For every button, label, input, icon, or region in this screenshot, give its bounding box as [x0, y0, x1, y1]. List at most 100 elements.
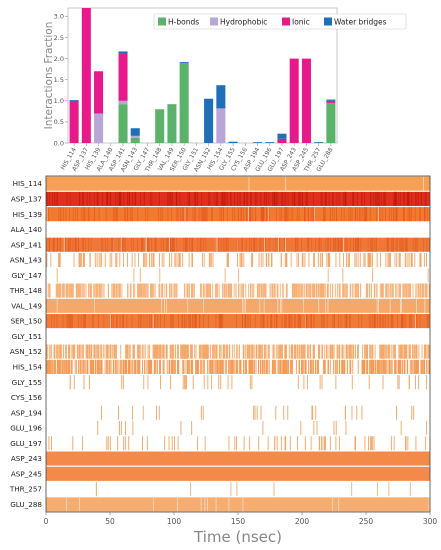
heatmap-tick — [369, 252, 371, 268]
heatmap-dense-tick — [249, 237, 250, 252]
heatmap-dense-tick — [404, 207, 405, 222]
heatmap-dense-tick — [245, 237, 247, 252]
heatmap-dense-tick — [406, 237, 408, 252]
heatmap-tick — [156, 344, 157, 359]
heatmap-dense-tick — [143, 314, 145, 329]
heatmap-tick — [141, 283, 143, 298]
heatmap-dense-tick — [225, 191, 227, 206]
heatmap-gap — [415, 314, 416, 329]
heatmap-tick — [310, 283, 312, 298]
heatmap-tick — [185, 344, 187, 359]
heatmap-tick — [124, 359, 126, 374]
heatmap-dense-tick — [276, 207, 277, 222]
heatmap-tick — [347, 252, 349, 268]
heatmap-tick — [346, 344, 348, 359]
heatmap-tick — [215, 359, 217, 374]
heatmap-dense-tick — [172, 237, 174, 252]
bar-hydrophobic-asp-141 — [118, 100, 128, 105]
heatmap-tick — [119, 420, 120, 436]
heatmap-tick — [231, 344, 233, 359]
heatmap-row-asp-141 — [46, 237, 431, 252]
heatmap-tick — [131, 252, 133, 268]
heatmap-tick — [342, 283, 344, 298]
heatmap-tick — [250, 359, 252, 374]
heatmap-dense-tick — [305, 314, 307, 329]
heatmap-dense-tick — [193, 314, 195, 329]
heatmap-tick — [215, 283, 217, 298]
heatmap-tick — [162, 344, 164, 359]
heatmap-row-label-gly-151: GLY_151 — [12, 332, 42, 341]
heatmap-tick — [416, 283, 418, 298]
heatmap-tick — [324, 359, 326, 374]
heatmap-tick — [186, 344, 188, 359]
heatmap-tick — [303, 283, 305, 298]
heatmap-tick — [396, 359, 398, 374]
heatmap-tick — [419, 252, 421, 268]
heatmap-dense-tick — [416, 191, 418, 206]
heatmap-dense-tick — [234, 191, 236, 206]
heatmap-tick — [142, 344, 144, 359]
heatmap-dense-tick — [393, 191, 395, 206]
heatmap-tick — [413, 405, 415, 420]
heatmap-tick — [184, 283, 186, 298]
heatmap-tick — [90, 283, 92, 298]
heatmap-gap — [168, 237, 170, 252]
heatmap-tick — [285, 252, 287, 268]
heatmap-tick — [64, 344, 66, 359]
heatmap-row-asn-152 — [46, 344, 430, 359]
heatmap-dense-tick — [377, 314, 378, 329]
heatmap-tick — [166, 344, 168, 359]
heatmap-tick — [190, 283, 192, 298]
heatmap-tick — [415, 344, 417, 359]
heatmap-tick — [361, 405, 363, 420]
heatmap-tick — [388, 283, 390, 298]
heatmap-tick — [160, 344, 162, 359]
heatmap-tick — [312, 344, 314, 359]
heatmap-tick — [262, 283, 264, 298]
heatmap-tick — [160, 359, 161, 374]
heatmap-tick — [46, 252, 48, 268]
heatmap-dense-tick — [262, 207, 264, 222]
heatmap-tick — [89, 359, 91, 374]
heatmap-dense-tick — [379, 191, 381, 206]
heatmap-tick — [51, 436, 52, 451]
heatmap-gap — [428, 497, 430, 512]
heatmap-dense-tick — [367, 237, 369, 252]
heatmap-tick — [408, 344, 410, 359]
heatmap-tick — [373, 359, 375, 374]
heatmap-tick — [258, 283, 260, 298]
heatmap-dense-tick — [261, 314, 263, 329]
heatmap-dense-tick — [287, 207, 289, 222]
heatmap-dense-tick — [385, 314, 386, 329]
heatmap-dense-tick — [158, 207, 159, 222]
heatmap-tick — [301, 252, 303, 268]
heatmap-tick — [237, 252, 238, 268]
heatmap-dense-tick — [194, 314, 196, 329]
heatmap-tick — [313, 420, 315, 436]
heatmap-dense-tick — [390, 314, 392, 329]
heatmap-dense-tick — [327, 237, 329, 252]
heatmap-tick — [128, 436, 130, 451]
heatmap-tick — [83, 359, 84, 374]
heatmap-dense-tick — [114, 207, 115, 222]
heatmap-tick — [342, 344, 344, 359]
heatmap-dense-tick — [356, 237, 358, 252]
heatmap-dense-tick — [137, 207, 139, 222]
heatmap-gap — [376, 298, 378, 313]
heatmap-dense-tick — [104, 237, 106, 252]
heatmap-dense-tick — [352, 191, 354, 206]
heatmap-dense-tick — [396, 237, 398, 252]
heatmap-dense-tick — [384, 191, 386, 206]
heatmap-dense-tick — [369, 207, 371, 222]
heatmap-gap — [66, 497, 67, 512]
heatmap-dense-tick — [244, 191, 245, 206]
heatmap-tick — [174, 359, 176, 374]
heatmap-dense-tick — [323, 314, 325, 329]
heatmap-tick — [407, 283, 409, 298]
heatmap-tick — [199, 344, 201, 359]
heatmap-tick — [248, 283, 250, 298]
heatmap-tick — [184, 344, 186, 359]
heatmap-dense-tick — [109, 191, 111, 206]
heatmap-tick — [298, 359, 300, 374]
heatmap-tick — [379, 283, 381, 298]
